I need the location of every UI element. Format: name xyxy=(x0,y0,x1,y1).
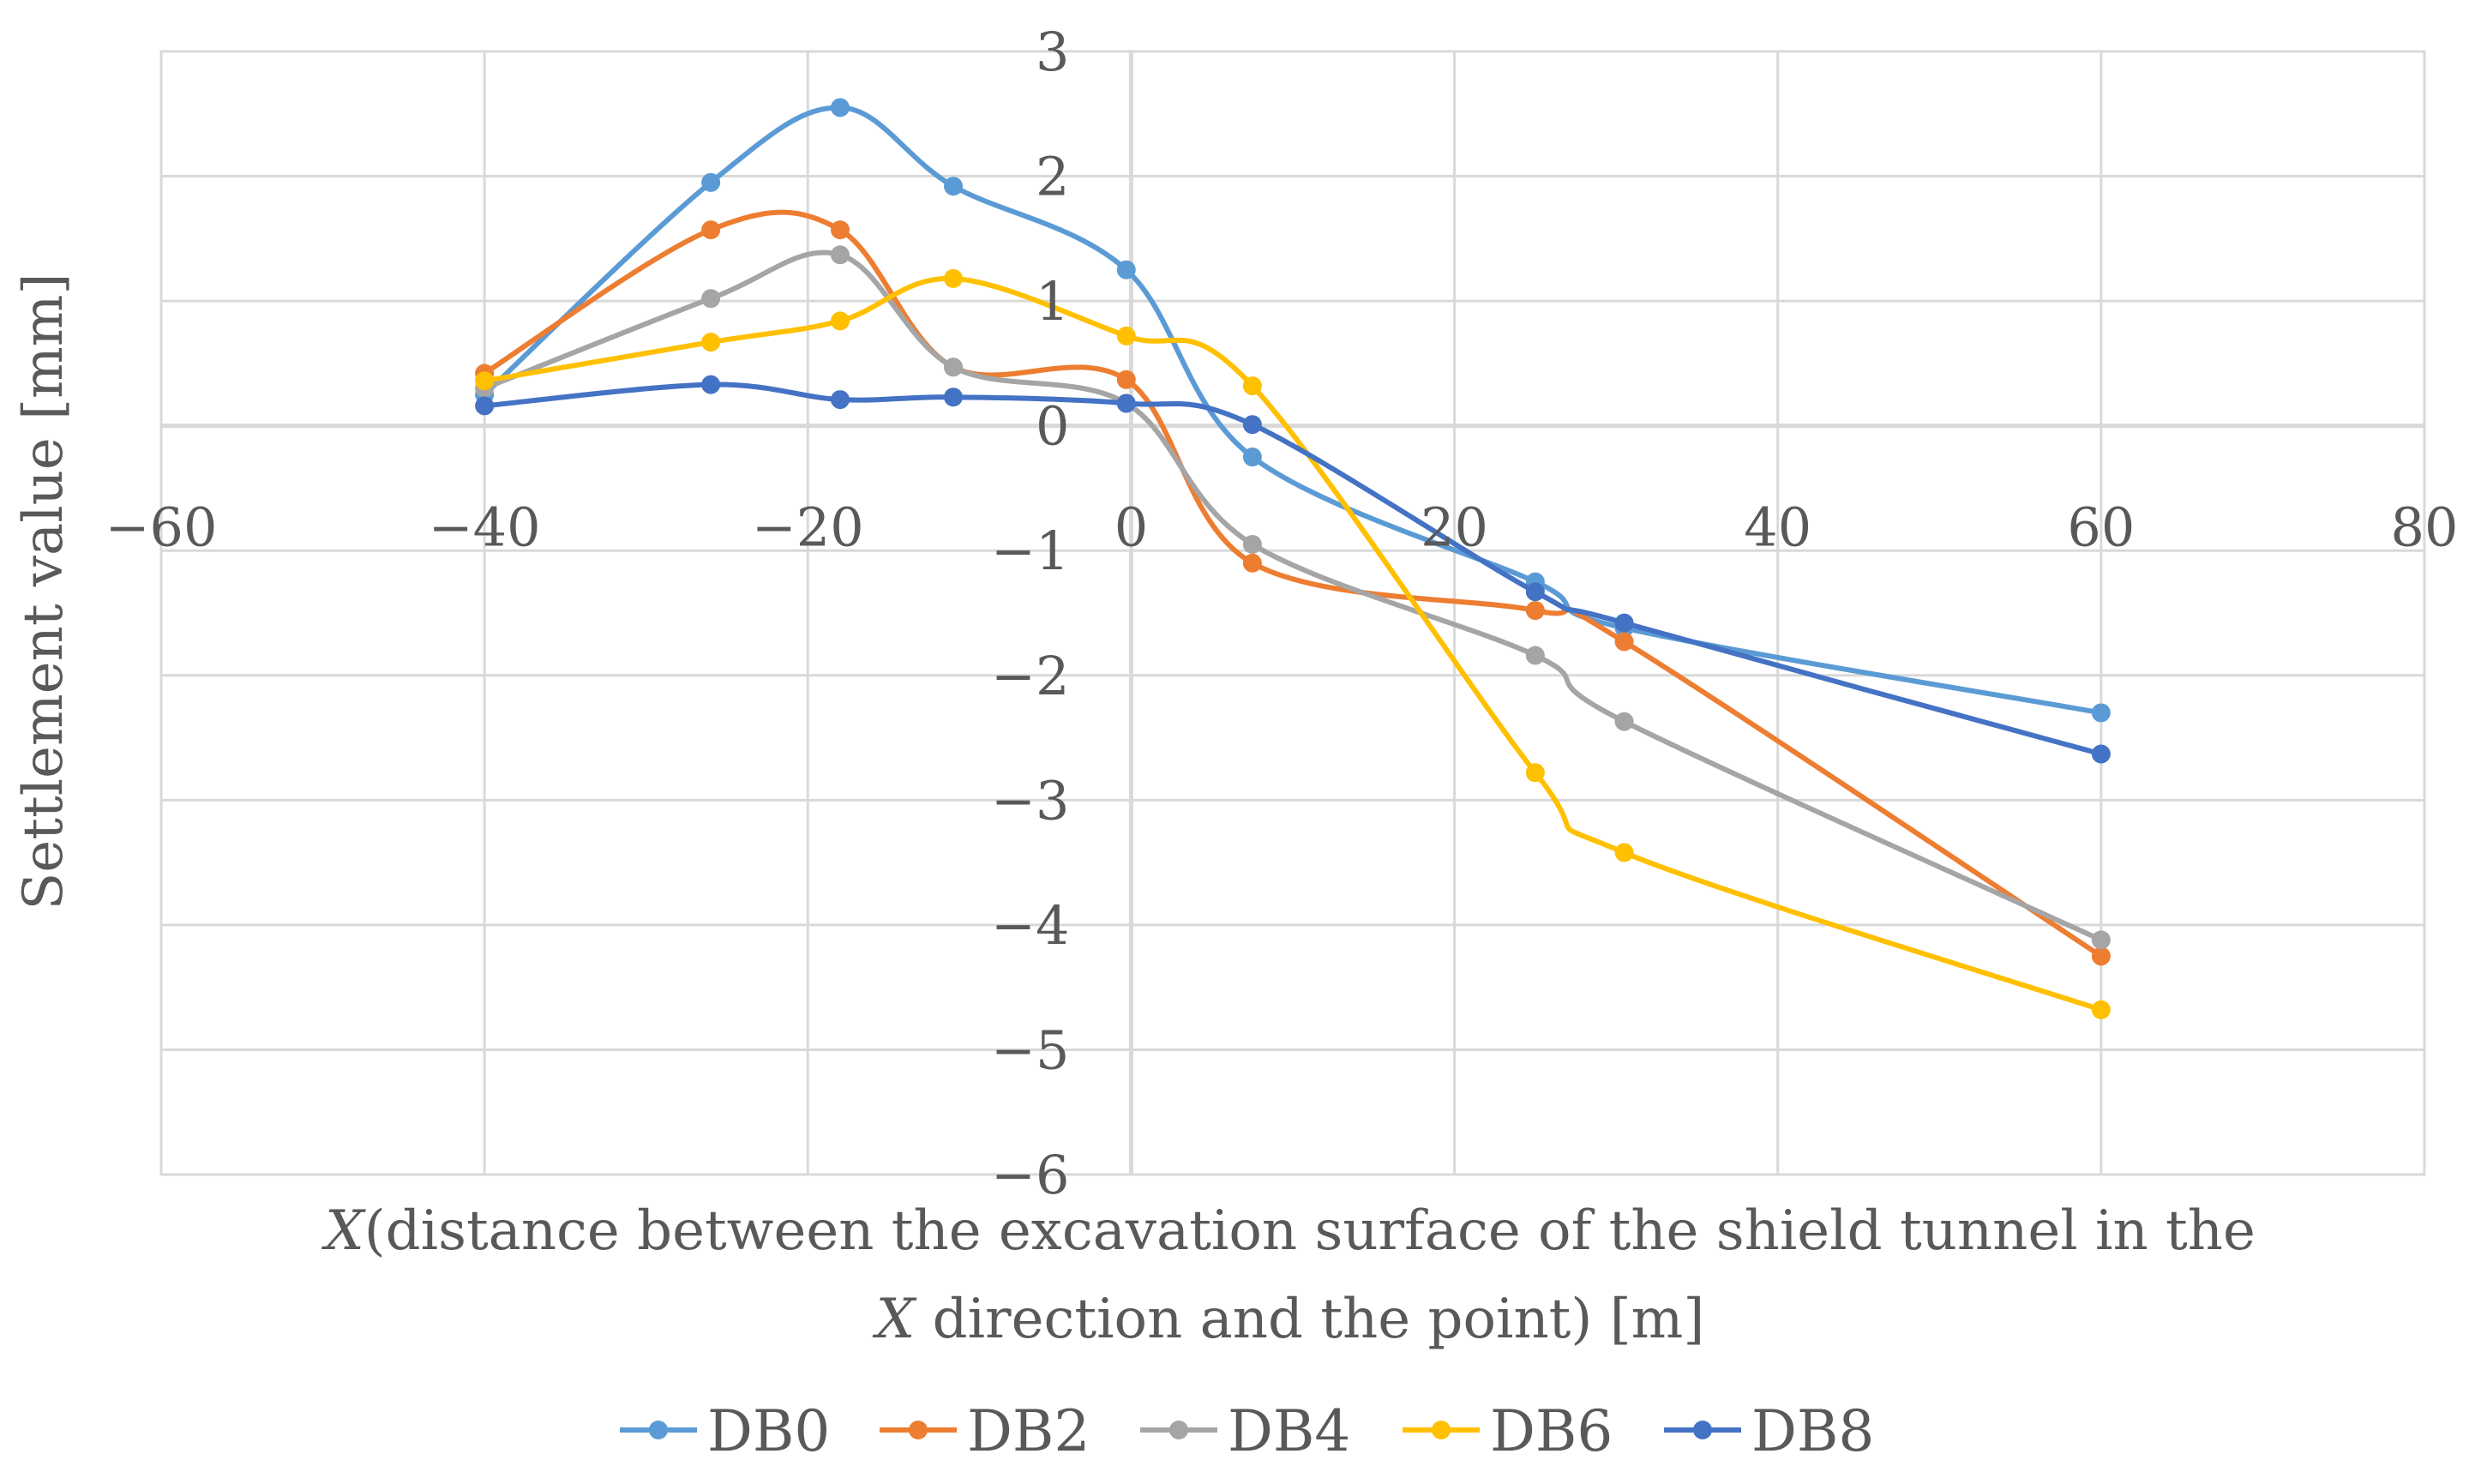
y-tick-label: −4 xyxy=(991,894,1069,957)
data-point-db8 xyxy=(1242,415,1262,435)
data-point-db6 xyxy=(2091,1000,2111,1019)
legend-item-db0: DB0 xyxy=(620,1398,830,1464)
x-tick-label: −40 xyxy=(429,496,541,559)
legend: DB0 DB2 DB4 DB6 DB8 xyxy=(620,1398,1874,1464)
legend-swatch-marker xyxy=(649,1421,668,1439)
data-point-db4 xyxy=(1525,646,1545,665)
series-db2 xyxy=(475,209,2111,966)
series-db0 xyxy=(475,98,2111,723)
data-point-db4 xyxy=(831,245,850,265)
y-tick-label: −5 xyxy=(991,1018,1069,1081)
data-point-db4 xyxy=(701,289,721,309)
y-tick-label: −3 xyxy=(991,769,1069,832)
x-axis-title-line2: X direction and the point) [m] xyxy=(872,1288,1705,1351)
x-axis-title-line1-italic: X xyxy=(321,1199,366,1263)
y-tick-label: −6 xyxy=(991,1144,1069,1206)
data-point-db2 xyxy=(831,220,850,240)
legend-swatch-marker xyxy=(1432,1421,1451,1439)
data-point-db2 xyxy=(1242,553,1262,573)
series-line-db4 xyxy=(482,249,2104,943)
data-point-db6 xyxy=(831,311,850,331)
y-tick-label: 3 xyxy=(1036,21,1069,83)
y-tick-labels: 3 2 1 0 −1 −2 −3 −4 −5 −6 xyxy=(991,21,1069,1206)
x-tick-label: 0 xyxy=(1114,496,1148,559)
y-tick-label: 0 xyxy=(1036,395,1069,458)
data-point-db2 xyxy=(2091,946,2111,966)
legend-swatch-marker xyxy=(909,1421,928,1439)
legend-item-db2: DB2 xyxy=(880,1398,1090,1464)
data-point-db6 xyxy=(1525,763,1545,783)
y-tick-label: 1 xyxy=(1036,270,1069,333)
series-layer xyxy=(475,98,2111,1019)
data-point-db0 xyxy=(831,98,850,117)
data-point-db6 xyxy=(1242,376,1262,396)
data-point-db8 xyxy=(831,390,850,410)
data-point-db4 xyxy=(2091,930,2111,950)
data-point-db6 xyxy=(701,333,721,352)
series-db4 xyxy=(475,245,2111,950)
legend-label: DB0 xyxy=(707,1398,830,1464)
data-point-db8 xyxy=(1614,613,1634,633)
x-tick-label: 40 xyxy=(1744,496,1811,559)
x-axis-title-line2-text: direction and the point) [m] xyxy=(915,1288,1704,1351)
data-point-db0 xyxy=(1242,448,1262,467)
data-point-db0 xyxy=(1116,260,1136,279)
data-point-db8 xyxy=(1525,582,1545,602)
data-point-db6 xyxy=(1116,326,1136,345)
data-point-db8 xyxy=(701,375,721,394)
x-tick-label: 20 xyxy=(1421,496,1488,559)
data-point-db4 xyxy=(944,357,963,377)
data-point-db2 xyxy=(1116,369,1136,389)
x-axis-title-line1: X(distance between the excavation surfac… xyxy=(321,1199,2256,1263)
legend-label: DB2 xyxy=(967,1398,1090,1464)
data-point-db8 xyxy=(1116,394,1136,413)
series-line-db6 xyxy=(482,275,2104,1012)
series-line-db0 xyxy=(482,105,2104,716)
data-point-db4 xyxy=(1242,534,1262,554)
axes xyxy=(161,51,2424,1175)
x-tick-label: 60 xyxy=(2067,496,2135,559)
y-tick-label: 2 xyxy=(1036,146,1069,208)
legend-swatch-marker xyxy=(1169,1421,1188,1439)
series-db8 xyxy=(475,375,2111,764)
legend-item-db4: DB4 xyxy=(1140,1398,1350,1464)
data-point-db4 xyxy=(1614,712,1634,731)
series-line-db8 xyxy=(482,382,2104,757)
y-axis-title: Settlement value [mm] xyxy=(12,273,75,910)
x-axis-title-line1-text: (distance between the excavation surface… xyxy=(364,1199,2256,1263)
x-tick-label: −60 xyxy=(105,496,218,559)
data-point-db6 xyxy=(1614,843,1634,862)
data-point-db2 xyxy=(701,220,721,240)
y-tick-label: −2 xyxy=(991,645,1069,707)
data-point-db8 xyxy=(944,388,963,407)
legend-label: DB4 xyxy=(1228,1398,1350,1464)
data-point-db2 xyxy=(1525,601,1545,621)
y-tick-label: −1 xyxy=(991,520,1069,582)
series-line-db2 xyxy=(482,209,2104,959)
x-tick-label: −20 xyxy=(752,496,864,559)
data-point-db6 xyxy=(475,371,495,391)
x-tick-labels: −60 −40 −20 0 20 40 60 80 xyxy=(105,496,2459,559)
data-point-db0 xyxy=(701,172,721,192)
data-point-db8 xyxy=(2091,744,2111,764)
x-axis-title-line2-italic: X xyxy=(872,1288,917,1351)
x-tick-label: 80 xyxy=(2391,496,2459,559)
data-point-db2 xyxy=(1614,632,1634,652)
data-point-db0 xyxy=(944,177,963,196)
data-point-db8 xyxy=(475,396,495,416)
legend-item-db8: DB8 xyxy=(1664,1398,1874,1464)
legend-label: DB8 xyxy=(1751,1398,1874,1464)
legend-label: DB6 xyxy=(1490,1398,1613,1464)
data-point-db6 xyxy=(944,268,963,288)
legend-item-db6: DB6 xyxy=(1403,1398,1613,1464)
series-db6 xyxy=(475,268,2111,1019)
data-point-db0 xyxy=(2091,703,2111,723)
legend-swatch-marker xyxy=(1693,1421,1712,1439)
